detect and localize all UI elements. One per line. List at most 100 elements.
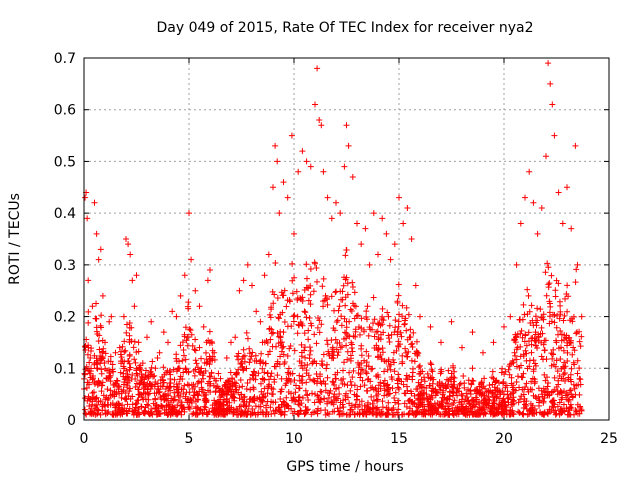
data-point [516, 384, 523, 391]
data-point [306, 351, 313, 358]
data-point [206, 328, 213, 335]
data-point [506, 371, 513, 378]
data-point [564, 349, 571, 356]
data-point [246, 345, 253, 352]
data-point [401, 320, 408, 327]
data-point [319, 283, 326, 290]
data-point [405, 411, 412, 418]
data-point [567, 317, 574, 324]
data-point [555, 280, 562, 287]
data-point [329, 378, 336, 385]
data-point [89, 401, 96, 408]
data-point [506, 363, 513, 370]
data-point [176, 358, 183, 365]
data-point [557, 355, 564, 362]
data-point [330, 401, 337, 408]
data-point [310, 288, 317, 295]
data-point [554, 403, 561, 410]
data-point [83, 385, 90, 392]
data-point [325, 394, 332, 401]
data-point [177, 342, 184, 349]
data-point [294, 330, 301, 337]
data-point [258, 388, 265, 395]
data-point [149, 358, 156, 365]
data-point [538, 353, 545, 360]
data-point [428, 361, 435, 368]
data-point [418, 409, 425, 416]
data-point [123, 236, 129, 242]
data-point [96, 346, 103, 353]
data-point [395, 292, 402, 299]
data-point [540, 311, 547, 318]
data-point [233, 386, 240, 393]
data-point [127, 251, 134, 258]
data-point [153, 390, 160, 397]
data-point [400, 220, 407, 227]
data-point [301, 330, 308, 337]
data-point [288, 390, 295, 397]
data-point [184, 334, 191, 341]
data-point [259, 397, 266, 404]
data-point [564, 391, 571, 398]
chart-title: Day 049 of 2015, Rate Of TEC Index for r… [156, 20, 533, 36]
data-point [489, 368, 496, 375]
data-point [371, 333, 378, 340]
data-point [552, 411, 559, 418]
data-point [311, 377, 318, 384]
data-point [429, 394, 436, 401]
data-point [91, 199, 98, 206]
data-point [288, 132, 295, 139]
data-point [198, 384, 205, 391]
data-point [171, 376, 178, 383]
data-point [389, 385, 396, 392]
data-point [419, 368, 426, 375]
data-point [204, 380, 211, 387]
data-point [277, 353, 284, 360]
data-point [274, 295, 281, 302]
data-point [255, 403, 262, 410]
data-point [206, 356, 213, 363]
data-point [284, 323, 291, 330]
data-point [349, 173, 356, 180]
data-point [523, 342, 530, 349]
data-point [482, 385, 489, 392]
data-point [340, 375, 347, 382]
data-point [459, 344, 465, 351]
data-point [249, 406, 256, 413]
data-point [116, 390, 123, 397]
data-point [402, 345, 409, 352]
data-point [520, 301, 527, 308]
data-point [393, 409, 400, 416]
data-point [301, 344, 308, 351]
data-point [561, 312, 568, 319]
data-point [120, 381, 127, 388]
data-point [199, 409, 206, 416]
data-point [226, 378, 233, 385]
data-point [305, 327, 312, 334]
data-point [196, 303, 203, 310]
data-point [135, 391, 142, 398]
data-point [553, 337, 560, 344]
data-point [561, 331, 568, 338]
data-point [493, 393, 500, 400]
data-point [125, 241, 132, 248]
data-point [126, 377, 133, 384]
data-point [363, 370, 370, 377]
data-point [394, 331, 401, 338]
data-point [522, 347, 529, 354]
data-point [184, 381, 191, 388]
data-point [230, 406, 237, 413]
data-point [278, 386, 285, 393]
data-point [115, 386, 122, 393]
data-point [510, 389, 517, 396]
data-point [364, 303, 371, 310]
data-point [537, 409, 544, 416]
data-point [338, 313, 345, 320]
data-point [451, 397, 458, 404]
data-point [206, 361, 213, 368]
data-point [134, 372, 141, 379]
data-point [312, 101, 318, 108]
data-point [457, 380, 464, 387]
data-point [453, 389, 460, 396]
x-tick-label: 25 [600, 431, 618, 447]
